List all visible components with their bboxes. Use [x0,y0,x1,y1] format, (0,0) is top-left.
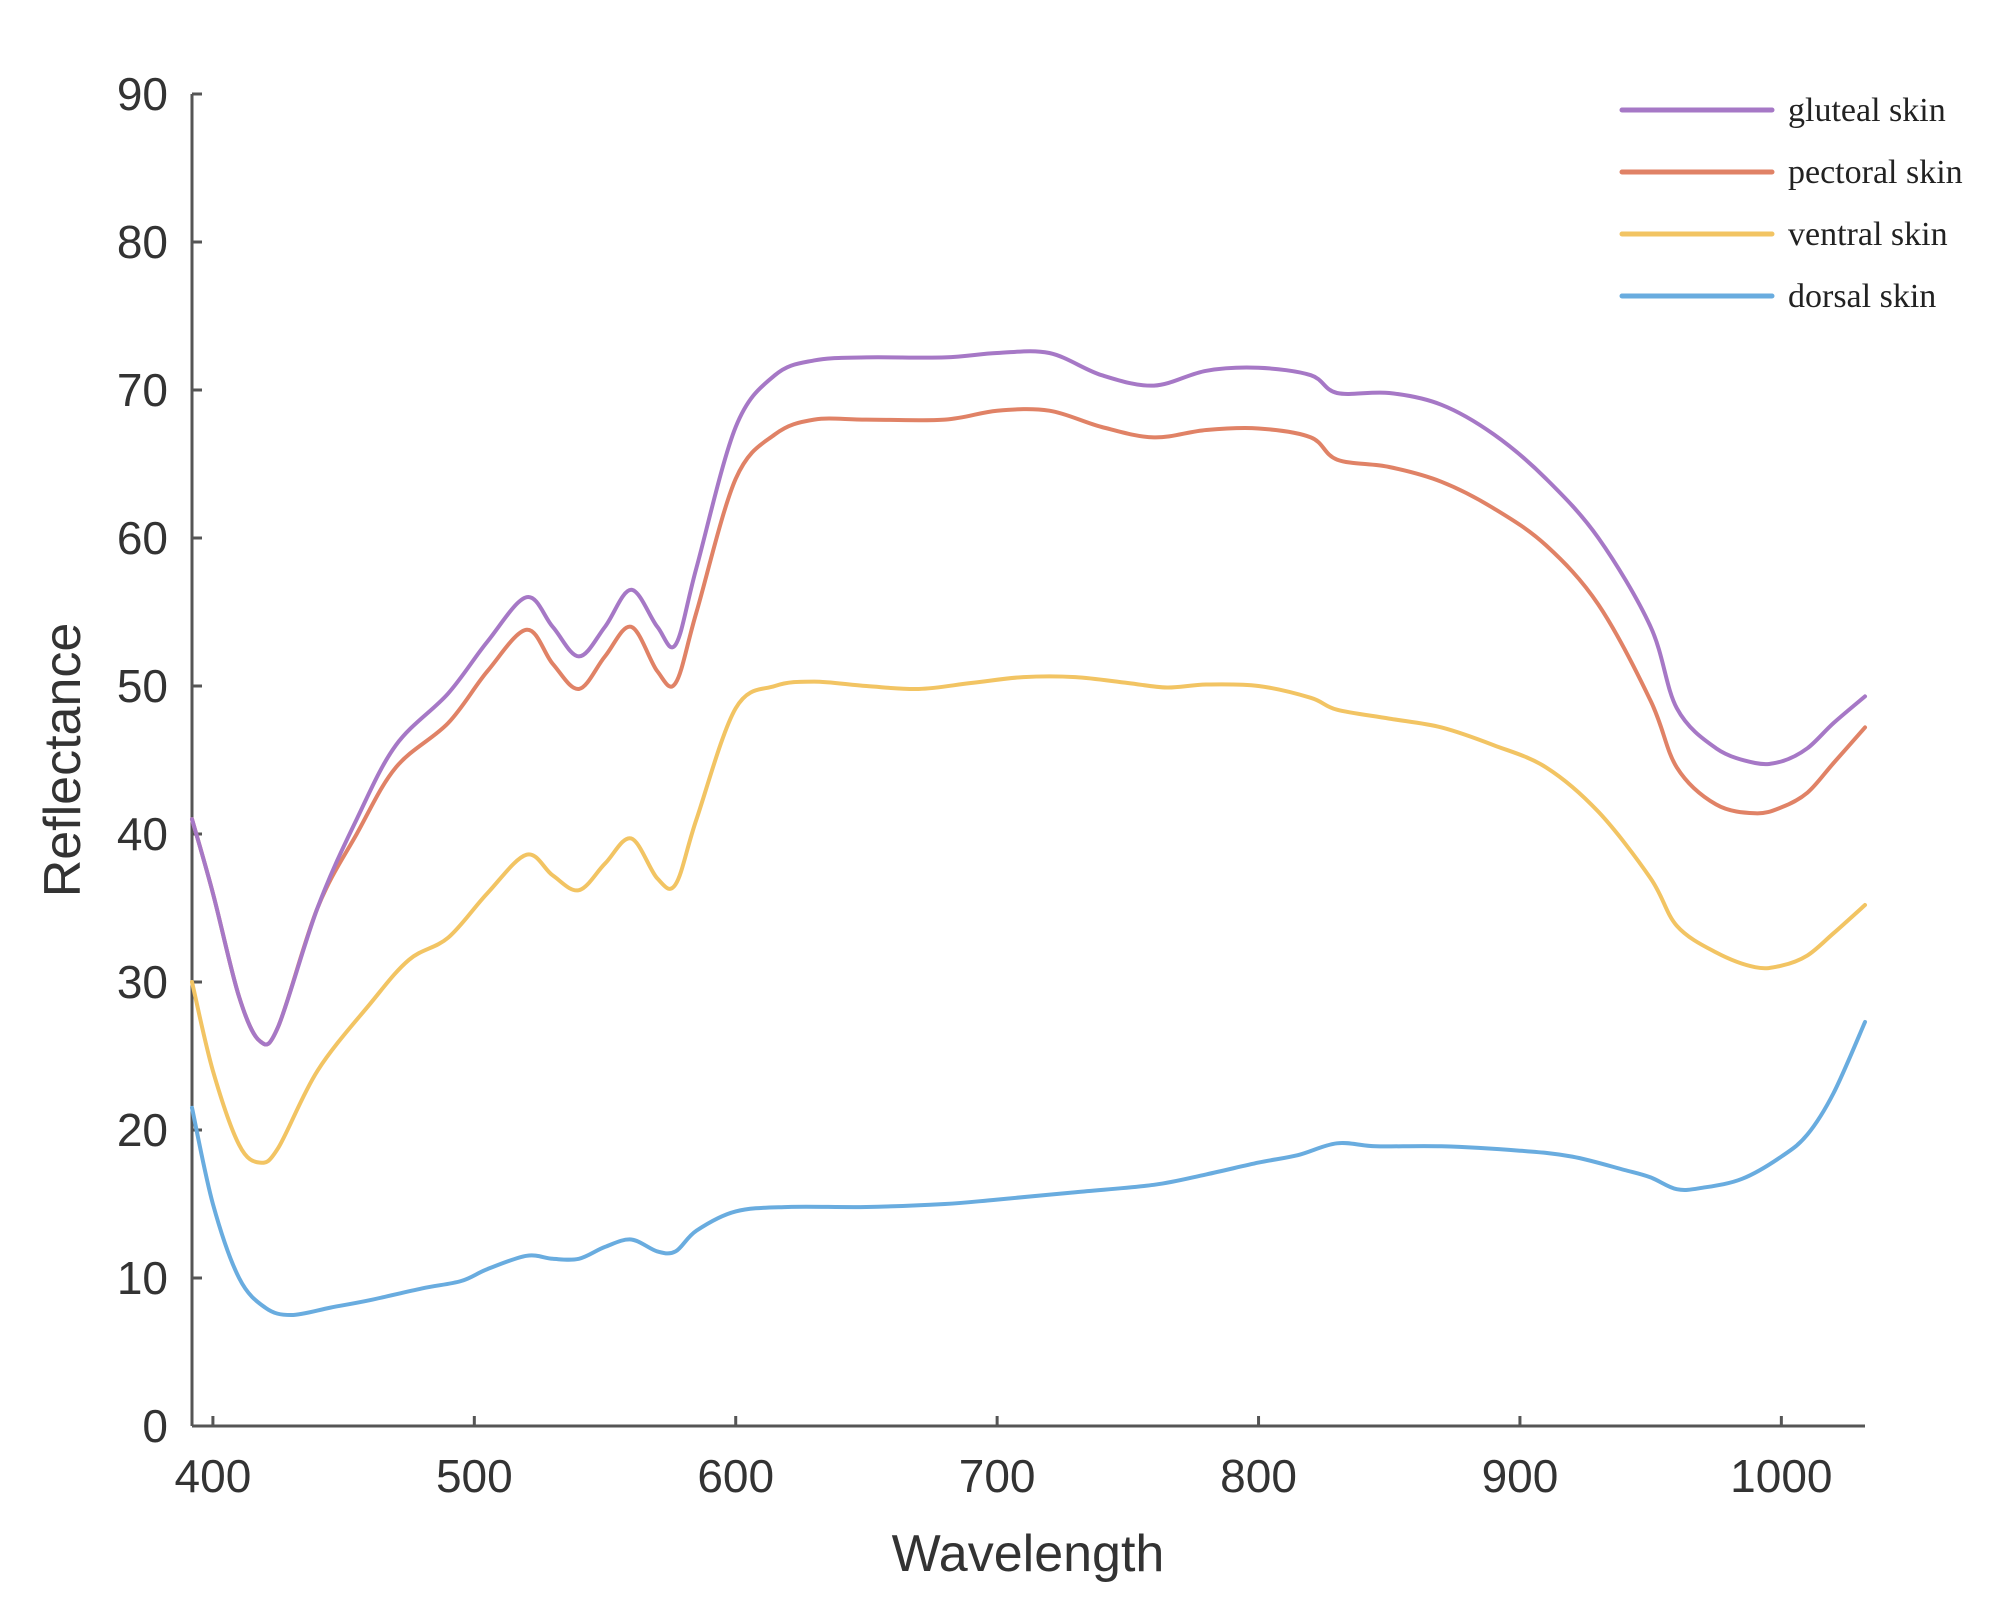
x-tick-label: 800 [1220,1450,1297,1502]
x-tick-label: 700 [959,1450,1036,1502]
y-tick-label: 60 [117,512,168,564]
legend-label-pectoral-skin: pectoral skin [1788,154,1963,191]
y-tick-label: 50 [117,660,168,712]
y-tick-label: 0 [142,1400,168,1452]
x-tick-label: 1000 [1730,1450,1832,1502]
y-tick-label: 70 [117,364,168,416]
y-tick-label: 80 [117,216,168,268]
series-line-gluteal-skin [190,349,1867,1047]
legend-label-dorsal-skin: dorsal skin [1788,278,1936,315]
y-tick-label: 20 [117,1104,168,1156]
y-tick-label: 30 [117,956,168,1008]
x-tick-label: 900 [1482,1450,1559,1502]
x-axis-title: Wavelength [892,1525,1165,1583]
y-axis-title: Reflectance [34,623,92,898]
series-line-dorsal-skin [190,1020,1867,1317]
series-lines [190,349,1867,1317]
y-ticks: 0 10 20 30 40 50 60 70 80 90 [117,68,202,1452]
legend-label-gluteal-skin: gluteal skin [1788,92,1946,129]
x-ticks: 400 500 600 700 800 900 1000 [175,1416,1833,1502]
x-tick-label: 500 [436,1450,513,1502]
series-line-pectoral-skin [190,407,1867,1047]
y-tick-label: 40 [117,808,168,860]
series-line-ventral-skin [190,674,1867,1165]
y-tick-label: 90 [117,68,168,120]
x-tick-label: 600 [697,1450,774,1502]
x-tick-label: 400 [175,1450,252,1502]
legend-label-ventral-skin: ventral skin [1788,216,1948,253]
chart-axes [190,94,1865,1428]
y-tick-label: 10 [117,1252,168,1304]
legend: gluteal skin pectoral skin ventral skin dor… [1619,92,1963,315]
